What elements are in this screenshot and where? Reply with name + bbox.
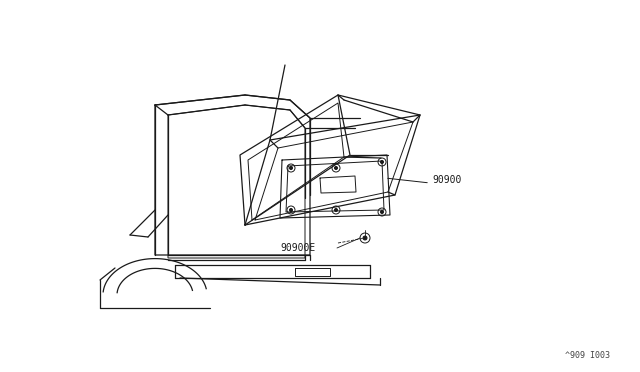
Circle shape — [381, 160, 383, 164]
Circle shape — [363, 236, 367, 240]
Circle shape — [289, 167, 292, 170]
Circle shape — [335, 167, 337, 170]
Text: 90900E: 90900E — [280, 243, 316, 253]
Text: ^909 I003: ^909 I003 — [565, 351, 610, 360]
Text: 90900: 90900 — [432, 175, 461, 185]
Circle shape — [289, 208, 292, 212]
Circle shape — [335, 208, 337, 212]
Circle shape — [381, 211, 383, 214]
